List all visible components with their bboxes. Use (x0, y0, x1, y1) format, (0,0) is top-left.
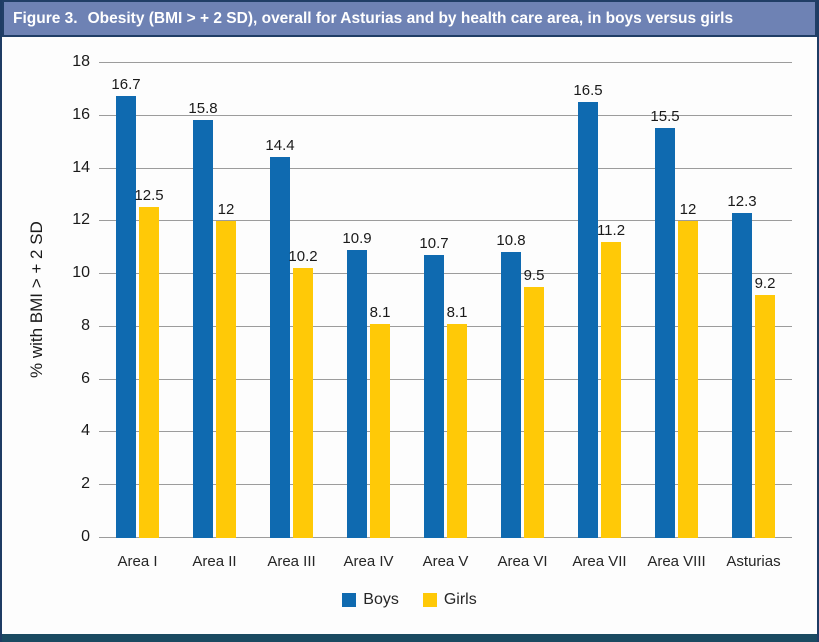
category-label: Area VI (497, 553, 548, 570)
category-label: Area IV (343, 553, 394, 570)
bar-value-label: 15.8 (188, 100, 218, 118)
bar-group: 15.8 12 (176, 62, 253, 538)
gridlines (99, 62, 792, 538)
gridline (99, 62, 792, 63)
bar-value-label: 15.5 (650, 108, 680, 126)
bar-group: 10.8 9.5 (484, 62, 561, 538)
bar-value-label: 12 (217, 200, 235, 218)
bar-value-label: 10.9 (342, 229, 372, 247)
y-tick-label: 6 (81, 370, 90, 387)
x-axis-labels: Area I Area II Area III Area IV Area V Area V… (99, 553, 792, 570)
legend-swatch (342, 593, 357, 607)
y-tick-label: 16 (72, 106, 90, 123)
bar-girls: 8.1 (370, 304, 390, 538)
bar-value-label: 8.1 (446, 303, 468, 321)
gridline (99, 379, 792, 380)
bar-group: 15.5 12 (638, 62, 715, 538)
category-label: Area VIII (647, 553, 706, 570)
bar-value-label: 12.3 (727, 192, 757, 210)
legend-item-girls: Girls (422, 591, 477, 609)
legend-label: Girls (443, 591, 477, 608)
figure-title: Obesity (BMI > + 2 SD), overall for Astu… (87, 9, 734, 27)
legend-swatch (422, 593, 437, 607)
y-tick-label: 14 (72, 159, 90, 176)
bar-group: 16.5 11.2 (561, 62, 638, 538)
figure-number: Figure 3. (13, 9, 78, 27)
gridline (99, 484, 792, 485)
bar-group: 12.3 9.2 (715, 62, 792, 538)
bar-value-label: 11.2 (596, 221, 626, 239)
bar-boys: 10.8 (496, 232, 526, 538)
bar-boys: 14.4 (265, 137, 295, 538)
bar-boys: 16.5 (573, 82, 603, 538)
bar-group: 10.9 8.1 (330, 62, 407, 538)
gridline (99, 168, 792, 169)
category-label: Area VII (572, 553, 627, 570)
bar-value-label: 10.8 (496, 232, 526, 250)
bar-value-label: 10.7 (419, 235, 449, 253)
bar-value-label: 14.4 (265, 137, 295, 155)
bar-value-label: 10.2 (288, 248, 318, 266)
bar-boys: 12.3 (727, 193, 757, 538)
plot-area: 16.7 12.5 15.8 12 14.4 10.2 10.9 8.1 10.7 8.1 10.8… (99, 62, 792, 538)
bar-group: 10.7 8.1 (407, 62, 484, 538)
gridline (99, 537, 792, 538)
legend-item-boys: Boys (342, 591, 399, 609)
bar-boys: 10.7 (419, 235, 449, 538)
y-tick-label: 8 (81, 317, 90, 334)
bar-value-label: 8.1 (369, 303, 391, 321)
bar-girls: 12.5 (134, 187, 164, 538)
y-tick-label: 10 (72, 264, 90, 281)
gridline (99, 115, 792, 116)
y-axis-ticks: 0 2 4 6 8 10 12 14 16 18 (2, 53, 90, 545)
legend: Boys Girls (2, 590, 817, 610)
category-label: Area V (422, 553, 469, 570)
legend-label: Boys (363, 591, 399, 608)
bar-boys: 16.7 (111, 76, 141, 538)
bottom-strip (2, 634, 817, 642)
bar-girls: 11.2 (597, 222, 625, 538)
bar-value-label: 16.7 (111, 76, 141, 94)
y-tick-label: 0 (81, 528, 90, 545)
category-label: Area I (117, 553, 158, 570)
bar-boys: 15.5 (650, 108, 680, 538)
y-tick-label: 4 (81, 422, 90, 439)
category-label: Area III (267, 553, 316, 570)
bar-group: 16.7 12.5 (99, 62, 176, 538)
bar-boys: 10.9 (342, 230, 372, 538)
bar-girls: 9.5 (524, 267, 544, 538)
bar-girls: 12 (678, 201, 698, 538)
y-tick-label: 12 (72, 211, 90, 228)
gridline (99, 220, 792, 221)
bar-girls: 12 (216, 201, 236, 538)
bar-group: 14.4 10.2 (253, 62, 330, 538)
gridline (99, 326, 792, 327)
category-label: Asturias (726, 553, 781, 570)
bar-value-label: 12 (679, 200, 697, 218)
figure-header: Figure 3. Obesity (BMI > + 2 SD), overal… (2, 0, 817, 37)
bar-value-label: 9.2 (754, 274, 776, 292)
bar-girls: 9.2 (755, 275, 775, 538)
bar-boys: 15.8 (188, 100, 218, 538)
bar-girls: 8.1 (447, 304, 467, 538)
gridline (99, 431, 792, 432)
bar-value-label: 16.5 (573, 81, 603, 99)
bar-groups: 16.7 12.5 15.8 12 14.4 10.2 10.9 8.1 10.7 8.1 10.8… (99, 62, 792, 538)
bar-value-label: 12.5 (134, 187, 164, 205)
y-tick-label: 18 (72, 53, 90, 70)
bar-value-label: 9.5 (523, 266, 545, 284)
bar-girls: 10.2 (288, 248, 318, 538)
gridline (99, 273, 792, 274)
category-label: Area II (192, 553, 237, 570)
y-tick-label: 2 (81, 475, 90, 492)
